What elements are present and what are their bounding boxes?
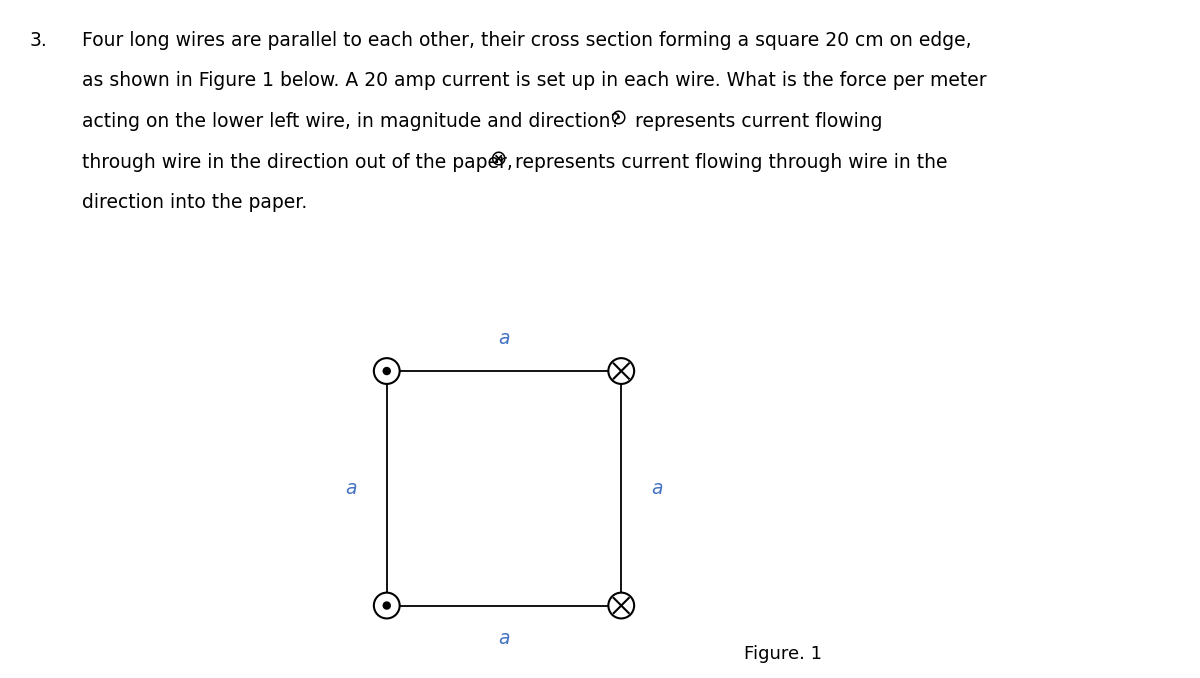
Circle shape [383, 601, 391, 610]
Text: a: a [498, 629, 510, 648]
Text: Figure. 1: Figure. 1 [744, 645, 822, 664]
Circle shape [383, 367, 391, 375]
Text: ⊗: ⊗ [490, 149, 508, 169]
Text: through wire in the direction out of the paper,: through wire in the direction out of the… [82, 153, 512, 172]
Text: a: a [344, 479, 356, 498]
Text: a: a [652, 479, 664, 498]
Text: 3.: 3. [30, 31, 48, 49]
Circle shape [374, 358, 400, 384]
Text: acting on the lower left wire, in magnitude and direction?: acting on the lower left wire, in magnit… [82, 112, 620, 131]
Circle shape [374, 593, 400, 618]
Circle shape [608, 593, 634, 618]
Text: Four long wires are parallel to each other, their cross section forming a square: Four long wires are parallel to each oth… [82, 31, 971, 49]
Text: direction into the paper.: direction into the paper. [82, 193, 307, 212]
Text: a: a [498, 329, 510, 348]
Circle shape [608, 358, 634, 384]
Text: represents current flowing through wire in the: represents current flowing through wire … [509, 153, 947, 172]
Text: as shown in Figure 1 below. A 20 amp current is set up in each wire. What is the: as shown in Figure 1 below. A 20 amp cur… [82, 71, 986, 90]
Text: ⊙: ⊙ [610, 108, 628, 128]
Text: represents current flowing: represents current flowing [629, 112, 882, 131]
